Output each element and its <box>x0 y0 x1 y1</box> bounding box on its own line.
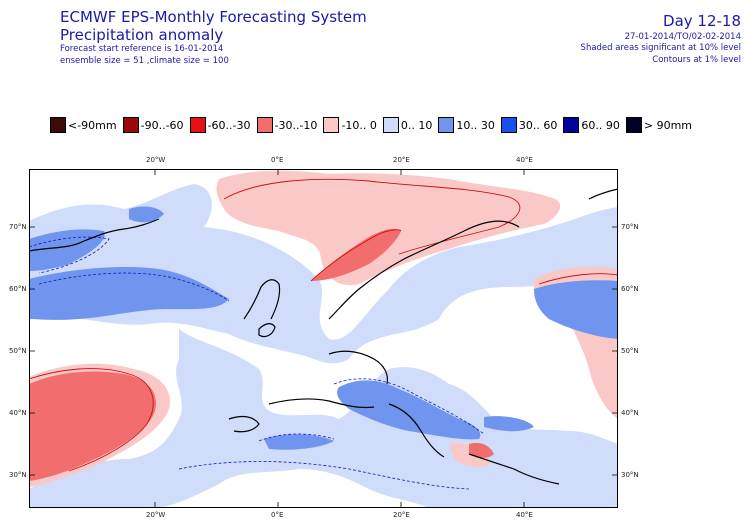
anomaly-minus30-minus10-areas <box>29 229 494 481</box>
lat-label-right: 40°N <box>621 409 639 417</box>
legend-swatch <box>382 117 399 133</box>
legend-swatch <box>323 117 340 133</box>
lon-label-top: 40°E <box>516 156 533 164</box>
legend-label: -30..-10 <box>274 118 318 132</box>
legend-item: -90..-60 <box>122 117 184 133</box>
anomaly-10-30-areas <box>29 206 618 450</box>
contour-note-text: Contours at 1% level <box>652 55 741 65</box>
legend-item: 60.. 90 <box>563 117 620 133</box>
lat-label-right: 70°N <box>621 223 639 231</box>
legend-item: 10.. 30 <box>438 117 495 133</box>
lon-label-top: 20°E <box>393 156 410 164</box>
lat-label-left: 70°N <box>9 223 27 231</box>
legend-label: 60.. 90 <box>581 118 620 132</box>
legend-swatch <box>625 117 642 133</box>
legend-item: <-90mm <box>50 117 117 133</box>
color-legend: <-90mm -90..-60 -60..-30 -30..-10 -10.. … <box>50 116 698 134</box>
lon-label-top: 20°W <box>146 156 166 164</box>
lon-label-bottom: 20°W <box>146 511 166 519</box>
lat-label-left: 50°N <box>9 347 27 355</box>
valid-period-text: 27-01-2014/TO/02-02-2014 <box>624 32 741 42</box>
lat-label-right: 30°N <box>621 471 639 479</box>
ensemble-size-text: ensemble size = 51 ,climate size = 100 <box>60 56 229 66</box>
legend-item: 0.. 10 <box>382 117 433 133</box>
legend-swatch <box>500 117 517 133</box>
legend-label: > 90mm <box>643 118 693 132</box>
forecast-start-text: Forecast start reference is 16-01-2014 <box>60 44 224 54</box>
lat-label-left: 60°N <box>9 285 27 293</box>
product-title: Precipitation anomaly <box>60 26 224 44</box>
legend-label: -90..-60 <box>140 118 184 132</box>
legend-item: -30..-10 <box>256 117 318 133</box>
lat-label-right: 50°N <box>621 347 639 355</box>
lon-label-bottom: 0°E <box>271 511 284 519</box>
lat-label-left: 30°N <box>9 471 27 479</box>
shading-note-text: Shaded areas significant at 10% level <box>580 43 741 53</box>
legend-label: -60..-30 <box>207 118 251 132</box>
lon-label-top: 0°E <box>271 156 284 164</box>
day-range-title: Day 12-18 <box>663 12 741 30</box>
lon-label-bottom: 20°E <box>393 511 410 519</box>
legend-label: <-90mm <box>68 118 117 132</box>
negative-contours <box>29 178 618 472</box>
lat-label-left: 40°N <box>9 409 27 417</box>
legend-item: -60..-30 <box>189 117 251 133</box>
anomaly-map <box>29 169 618 508</box>
map-frame <box>29 169 618 508</box>
legend-label: 0.. 10 <box>400 118 433 132</box>
lat-label-right: 60°N <box>621 285 639 293</box>
system-title: ECMWF EPS-Monthly Forecasting System <box>60 8 367 26</box>
legend-label: 10.. 30 <box>456 118 495 132</box>
legend-item: > 90mm <box>625 117 693 133</box>
legend-swatch <box>563 117 580 133</box>
legend-item: 30.. 60 <box>500 117 558 133</box>
legend-swatch <box>438 117 455 133</box>
legend-item: -10.. 0 <box>323 117 377 133</box>
lon-label-bottom: 40°E <box>516 511 533 519</box>
legend-label: 30.. 60 <box>518 118 558 132</box>
legend-label: -10.. 0 <box>341 118 377 132</box>
graticule-ticks <box>29 169 618 508</box>
legend-swatch <box>122 117 139 133</box>
legend-swatch <box>256 117 273 133</box>
legend-swatch <box>189 117 206 133</box>
legend-swatch <box>50 117 66 133</box>
coastlines <box>29 188 618 485</box>
positive-contours <box>29 236 485 490</box>
